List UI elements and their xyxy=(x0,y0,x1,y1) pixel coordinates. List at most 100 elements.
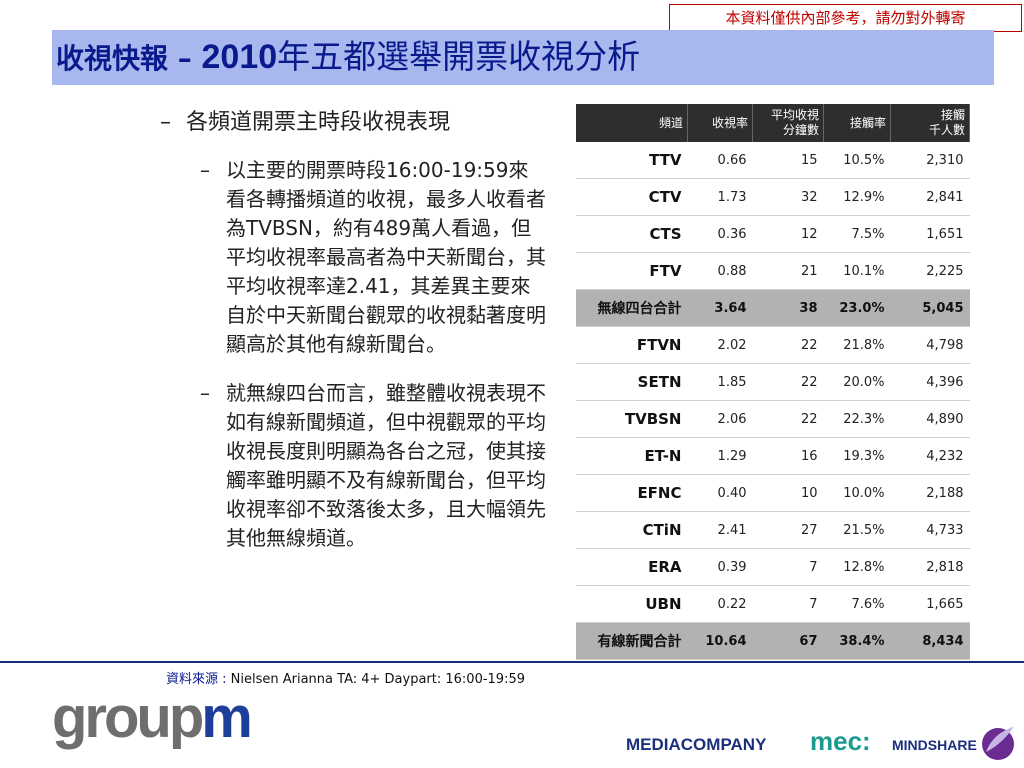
cell-reach: 21.8% xyxy=(823,326,891,364)
table-row-total: 無線四台合計 3.64 38 23.0% 5,045 xyxy=(576,289,970,327)
cell-channel: SETN xyxy=(576,363,688,401)
cell-reach-thousands: 4,890 xyxy=(890,400,970,438)
table-header-row: 頻道 收視率 平均收視 分鐘數 接觸率 接觸 千人數 xyxy=(576,104,970,142)
table-row: UBN 0.22 7 7.6% 1,665 xyxy=(576,585,970,623)
cell-reach-thousands: 4,798 xyxy=(890,326,970,364)
cell-channel: ERA xyxy=(576,548,688,586)
header-minutes-text: 平均收視 分鐘數 xyxy=(770,108,819,137)
table-row: FTV 0.88 21 10.1% 2,225 xyxy=(576,252,970,290)
cell-reach-thousands: 8,434 xyxy=(890,622,970,660)
cell-minutes: 38 xyxy=(752,289,824,327)
header-reach: 接觸率 xyxy=(823,104,891,142)
groupm-logo-m: m xyxy=(201,685,253,750)
cell-channel: UBN xyxy=(576,585,688,623)
cell-reach-thousands: 2,841 xyxy=(890,178,970,216)
cell-reach: 19.3% xyxy=(823,437,891,475)
cell-minutes: 12 xyxy=(752,215,824,253)
title-year: 2010 xyxy=(201,38,278,76)
cell-reach: 12.9% xyxy=(823,178,891,216)
cell-minutes: 22 xyxy=(752,400,824,438)
table-row: EFNC 0.40 10 10.0% 2,188 xyxy=(576,474,970,512)
title-bar xyxy=(52,30,994,85)
header-reach-thousands-text: 接觸 千人數 xyxy=(928,108,965,137)
header-minutes: 平均收視 分鐘數 xyxy=(752,104,824,142)
cell-rating: 0.22 xyxy=(687,585,753,623)
bullet-sub-2: – 就無線四台而言，雖整體收視表現不如有線新聞頻道，但中視觀眾的平均收視長度則明… xyxy=(200,379,560,553)
cell-rating: 3.64 xyxy=(687,289,753,327)
header-reach-thousands: 接觸 千人數 xyxy=(890,104,970,142)
dash-marker: – xyxy=(160,110,171,135)
cell-minutes: 16 xyxy=(752,437,824,475)
cell-rating: 0.40 xyxy=(687,474,753,512)
cell-reach-thousands: 4,733 xyxy=(890,511,970,549)
cell-rating: 2.02 xyxy=(687,326,753,364)
table-row: SETN 1.85 22 20.0% 4,396 xyxy=(576,363,970,401)
cell-channel: 有線新聞合計 xyxy=(576,622,688,660)
cell-reach-thousands: 2,188 xyxy=(890,474,970,512)
cell-channel: EFNC xyxy=(576,474,688,512)
cell-minutes: 15 xyxy=(752,142,824,179)
cell-rating: 2.06 xyxy=(687,400,753,438)
cell-reach: 22.3% xyxy=(823,400,891,438)
header-channel: 頻道 xyxy=(576,104,688,142)
cell-channel: CTS xyxy=(576,215,688,253)
cell-reach-thousands: 2,310 xyxy=(890,142,970,179)
bullet-list: – 各頻道開票主時段收視表現 – 以主要的開票時段16:00-19:59來看各轉… xyxy=(160,108,560,573)
bullet-main: – 各頻道開票主時段收視表現 xyxy=(160,108,560,138)
cell-reach-thousands: 2,225 xyxy=(890,252,970,290)
cell-reach-thousands: 4,396 xyxy=(890,363,970,401)
table-row: CTV 1.73 32 12.9% 2,841 xyxy=(576,178,970,216)
groupm-logo-text: group xyxy=(52,685,204,750)
cell-reach: 20.0% xyxy=(823,363,891,401)
mindshare-logo: MINDSHARE xyxy=(892,737,977,753)
bullet-sub-1: – 以主要的開票時段16:00-19:59來看各轉播頻道的收視，最多人收看者為T… xyxy=(200,156,560,359)
bullet-sub-1-text: 以主要的開票時段16:00-19:59來看各轉播頻道的收視，最多人收看者為TVB… xyxy=(226,158,546,356)
cell-minutes: 27 xyxy=(752,511,824,549)
table-row: CTS 0.36 12 7.5% 1,651 xyxy=(576,215,970,253)
table-row: TVBSN 2.06 22 22.3% 4,890 xyxy=(576,400,970,438)
cell-reach: 12.8% xyxy=(823,548,891,586)
cell-minutes: 22 xyxy=(752,363,824,401)
cell-channel: TTV xyxy=(576,142,688,179)
cell-minutes: 7 xyxy=(752,548,824,586)
dash-marker: – xyxy=(200,158,210,182)
cell-reach: 7.6% xyxy=(823,585,891,623)
table-body: TTV 0.66 15 10.5% 2,310 CTV 1.73 32 12.9% 2,841 CT… xyxy=(576,142,970,660)
cell-minutes: 21 xyxy=(752,252,824,290)
cell-channel: TVBSN xyxy=(576,400,688,438)
cell-reach: 10.5% xyxy=(823,142,891,179)
cell-reach-thousands: 4,232 xyxy=(890,437,970,475)
cell-reach: 7.5% xyxy=(823,215,891,253)
source-value: Nielsen Arianna TA: 4+ Daypart: 16:00-19… xyxy=(230,672,526,687)
groupm-logo: groupm xyxy=(52,685,253,750)
cell-channel: CTV xyxy=(576,178,688,216)
table-row: ERA 0.39 7 12.8% 2,818 xyxy=(576,548,970,586)
title-prefix: 收視快報 – xyxy=(56,42,202,75)
page-title: 收視快報 – 2010年五都選舉開票收視分析 xyxy=(56,37,640,79)
cell-reach-thousands: 2,818 xyxy=(890,548,970,586)
cell-channel: CTiN xyxy=(576,511,688,549)
cell-rating: 1.29 xyxy=(687,437,753,475)
cell-channel: FTV xyxy=(576,252,688,290)
cell-reach: 21.5% xyxy=(823,511,891,549)
mediacompany-logo: MEDIACOMPANY xyxy=(626,735,767,754)
cell-reach: 38.4% xyxy=(823,622,891,660)
mindshare-swirl-icon xyxy=(982,726,1014,760)
cell-minutes: 22 xyxy=(752,326,824,364)
confidential-notice: 本資料僅供內部參考，請勿對外轉寄 xyxy=(669,4,1022,32)
bullet-main-text: 各頻道開票主時段收視表現 xyxy=(186,110,451,135)
table-row: ET-N 1.29 16 19.3% 4,232 xyxy=(576,437,970,475)
cell-rating: 0.36 xyxy=(687,215,753,253)
footer-divider xyxy=(0,661,1024,663)
source-note: 資料來源 : Nielsen Arianna TA: 4+ Daypart: 1… xyxy=(166,668,525,687)
title-suffix: 年五都選舉開票收視分析 xyxy=(277,37,641,76)
table-row: FTVN 2.02 22 21.8% 4,798 xyxy=(576,326,970,364)
cell-rating: 10.64 xyxy=(687,622,753,660)
cell-minutes: 10 xyxy=(752,474,824,512)
cell-reach-thousands: 1,665 xyxy=(890,585,970,623)
mec-logo: mec: xyxy=(810,726,871,756)
header-rating: 收視率 xyxy=(687,104,753,142)
dash-marker: – xyxy=(200,381,210,405)
cell-minutes: 32 xyxy=(752,178,824,216)
cell-reach: 23.0% xyxy=(823,289,891,327)
